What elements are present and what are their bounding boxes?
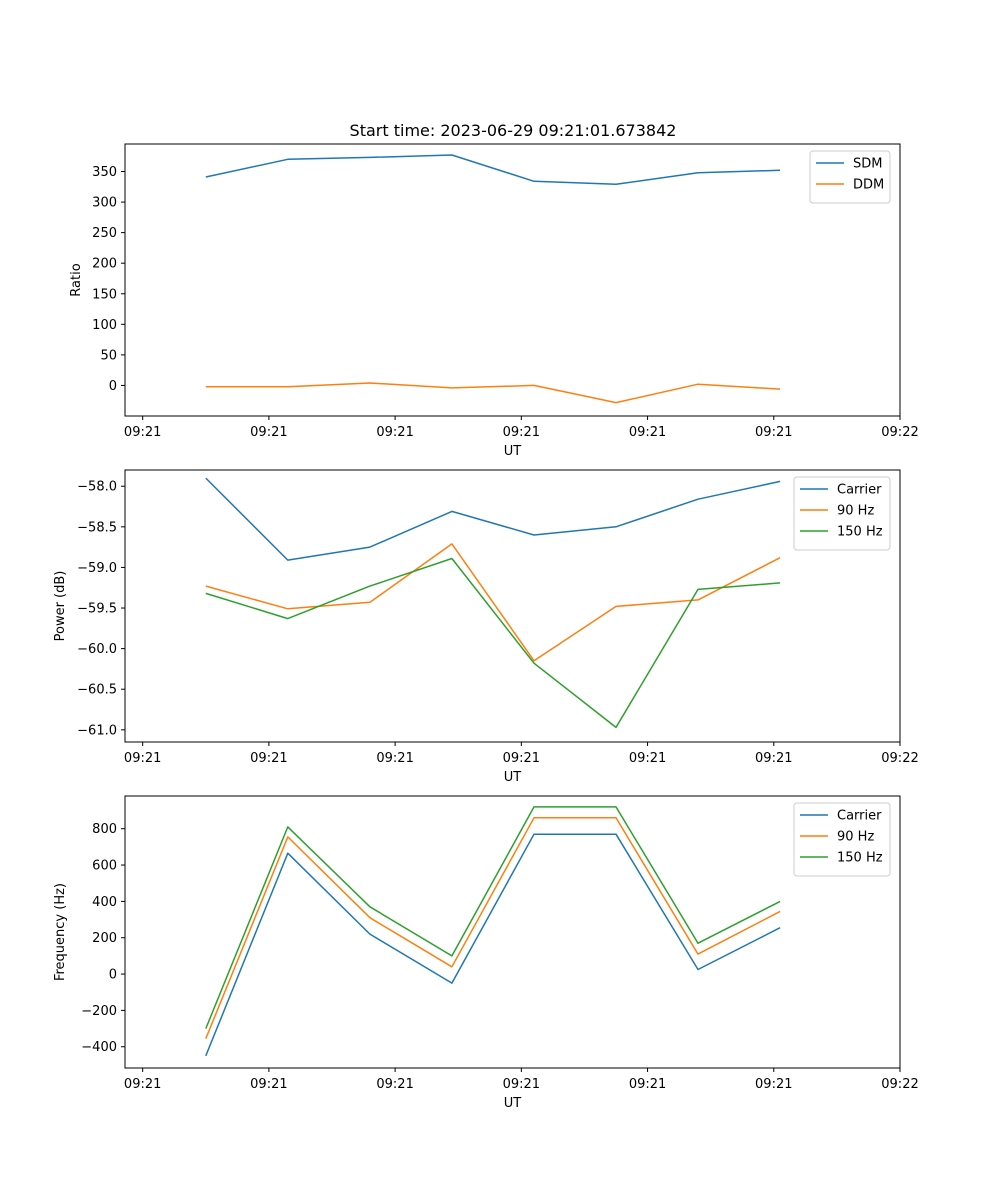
x-tick-label: 09:22 — [881, 425, 918, 440]
y-tick-label: 50 — [100, 348, 117, 363]
y-axis-label: Frequency (Hz) — [53, 883, 68, 981]
y-tick-label: −59.0 — [77, 561, 117, 576]
x-tick-label: 09:21 — [755, 751, 792, 766]
y-tick-label: 0 — [109, 379, 117, 394]
x-tick-label: 09:21 — [503, 425, 540, 440]
y-tick-label: 200 — [92, 257, 117, 272]
y-axis-label: Ratio — [69, 263, 84, 296]
y-tick-label: 0 — [109, 968, 117, 983]
chart-panel-1: 09:21 09:21 09:21 09:21 09:21 09:21 09:22 0 50 10… — [69, 143, 919, 459]
x-tick-label: 09:21 — [629, 1077, 666, 1092]
y-tick-label: −58.0 — [77, 480, 117, 495]
y-tick-label: 300 — [92, 196, 117, 211]
y-tick-label: −60.0 — [77, 642, 117, 657]
x-tick-label: 09:21 — [503, 751, 540, 766]
x-tick-label: 09:21 — [376, 425, 413, 440]
plot-frame — [124, 469, 901, 743]
y-tick-label: 400 — [92, 895, 117, 910]
y-tick-label: −58.5 — [77, 520, 117, 535]
y-tick-label: 150 — [92, 287, 117, 302]
series-line-150-hz — [205, 806, 781, 1029]
x-axis-label: UT — [504, 1096, 522, 1111]
chart-panels: 09:21 09:21 09:21 09:21 09:21 09:21 09:22 0 50 10… — [53, 143, 919, 1111]
x-tick-label: 09:21 — [503, 1077, 540, 1092]
x-tick-label: 09:21 — [629, 751, 666, 766]
y-tick-label: 600 — [92, 859, 117, 874]
series-line-ddm — [205, 382, 781, 404]
x-tick-label: 09:21 — [250, 425, 287, 440]
x-tick-label: 09:21 — [755, 425, 792, 440]
legend-label: Carrier — [837, 483, 882, 498]
chart-panel-2: 09:21 09:21 09:21 09:21 09:21 09:21 09:22 −58.0… — [53, 469, 919, 785]
x-tick-label: 09:21 — [376, 1077, 413, 1092]
figure-title: Start time: 2023-06-29 09:21:01.673842 — [350, 121, 677, 140]
legend-label: 150 Hz — [837, 525, 883, 540]
y-tick-label: 100 — [92, 318, 117, 333]
y-tick-label: −200 — [81, 1004, 117, 1019]
legend-label: Carrier — [837, 809, 882, 824]
series-line-carrier — [205, 477, 781, 561]
x-axis-label: UT — [504, 770, 522, 785]
x-tick-label: 09:21 — [124, 1077, 161, 1092]
legend-label: DDM — [853, 178, 884, 193]
x-tick-label: 09:21 — [124, 751, 161, 766]
x-axis-label: UT — [504, 444, 522, 459]
x-tick-label: 09:21 — [376, 751, 413, 766]
legend-label: SDM — [853, 157, 882, 172]
legend-label: 90 Hz — [837, 504, 874, 519]
legend-label: 150 Hz — [837, 851, 883, 866]
legend-box — [809, 150, 891, 204]
legend: Carrier 90 Hz 150 Hz — [793, 476, 891, 551]
series-line-sdm — [205, 154, 781, 186]
x-tick-label: 09:21 — [250, 1077, 287, 1092]
y-tick-label: 250 — [92, 226, 117, 241]
x-tick-label: 09:21 — [629, 425, 666, 440]
series-line-90-hz — [205, 817, 781, 1039]
series-line-150-hz — [205, 557, 781, 729]
y-tick-label: 350 — [92, 165, 117, 180]
x-tick-label: 09:22 — [881, 751, 918, 766]
chart-panel-3: 09:21 09:21 09:21 09:21 09:21 09:21 09:22 −400 −… — [53, 795, 919, 1111]
series-line-carrier — [205, 833, 781, 1057]
x-tick-label: 09:21 — [250, 751, 287, 766]
series-line-90-hz — [205, 543, 781, 662]
y-tick-label: −60.5 — [77, 683, 117, 698]
y-tick-label: −400 — [81, 1040, 117, 1055]
plot-frame — [124, 795, 901, 1069]
y-tick-label: −61.0 — [77, 723, 117, 738]
y-tick-label: −59.5 — [77, 602, 117, 617]
plot-frame — [124, 143, 901, 417]
x-tick-label: 09:21 — [755, 1077, 792, 1092]
legend-label: 90 Hz — [837, 830, 874, 845]
y-axis-label: Power (dB) — [53, 571, 68, 642]
legend: Carrier 90 Hz 150 Hz — [793, 802, 891, 877]
y-tick-label: 800 — [92, 822, 117, 837]
x-tick-label: 09:21 — [124, 425, 161, 440]
y-tick-label: 200 — [92, 931, 117, 946]
legend: SDM DDM — [809, 150, 891, 204]
x-tick-label: 09:22 — [881, 1077, 918, 1092]
